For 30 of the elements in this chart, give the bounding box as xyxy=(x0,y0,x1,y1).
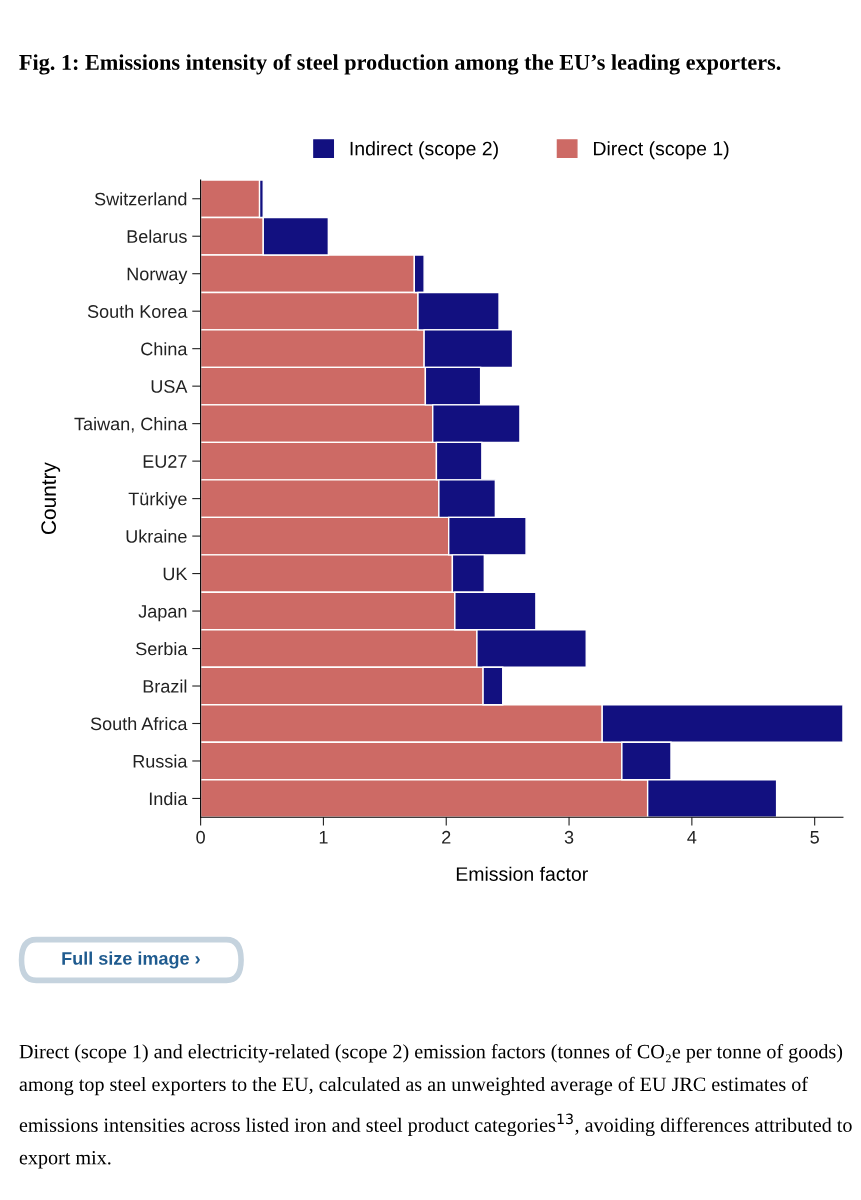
x-tick-label: 3 xyxy=(564,830,574,844)
text: Direct (scope 1) and electricity-related (scope 2) emission factors (tonnes of CO₂e per tonne of goods) among top steel exporters to the EU, calculated as an unweighted average of EU JRC estimates of emissions intensities across listed iron and steel product categories$^{13}$, avoiding differences attributed to export mix. xyxy=(19,1044,852,1169)
chart-title: Fig. 1: Emissions intensity of steel production among the EU’s leading exporters. xyxy=(19,54,781,75)
y-tick-label: EU27 xyxy=(143,455,187,468)
y-tick-label: South Korea xyxy=(87,304,188,318)
y-tick-label: Switzerland xyxy=(94,192,187,206)
x-tick-label: 1 xyxy=(319,831,328,844)
legend-label: Indirect (scope 2) xyxy=(350,141,498,160)
y-tick-label: China xyxy=(141,342,188,356)
x-tick-label: 4 xyxy=(687,831,697,844)
y-tick-label: USA xyxy=(151,380,188,393)
y-tick-label: Brazil xyxy=(143,679,187,693)
x-tick-label: 0 xyxy=(196,830,205,844)
y-tick-label: UK xyxy=(163,567,188,581)
y-axis-title: Country xyxy=(41,462,61,535)
y-tick-label: South Africa xyxy=(90,716,188,731)
y-tick-label: Serbia xyxy=(136,641,188,656)
x-tick-label: 5 xyxy=(810,831,819,844)
y-tick-label: Taiwan, China xyxy=(74,417,188,433)
x-axis-title: Emission factor xyxy=(456,866,588,881)
y-tick-label: Japan xyxy=(138,605,187,622)
legend-label: Direct (scope 1) xyxy=(594,141,729,160)
y-tick-label: India xyxy=(149,791,188,806)
y-tick-label: Norway xyxy=(127,267,188,284)
y-tick-label: Türkiye xyxy=(128,492,187,509)
x-tick-label: 2 xyxy=(442,830,451,844)
y-tick-label: Ukraine xyxy=(126,529,187,543)
text: Full size image › xyxy=(62,951,200,969)
y-tick-label: Russia xyxy=(133,754,188,768)
y-tick-label: Belarus xyxy=(127,229,187,243)
